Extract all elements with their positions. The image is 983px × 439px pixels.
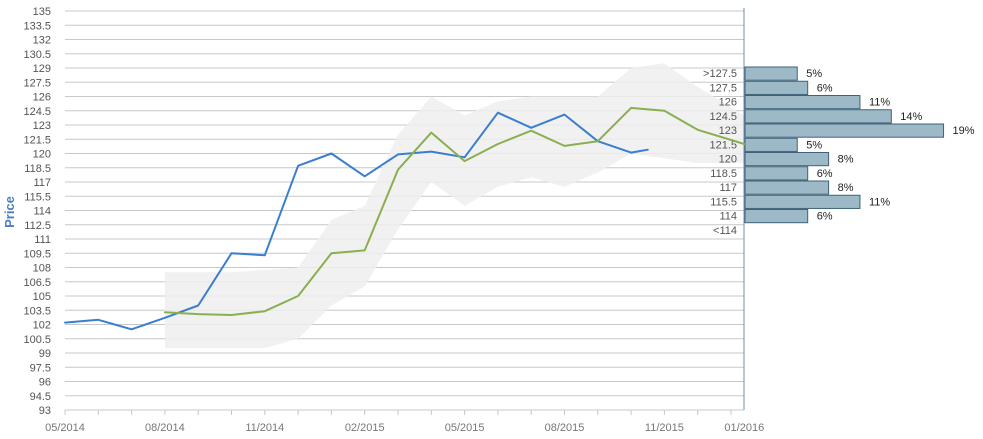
y-tick-label: 127.5 xyxy=(23,77,51,89)
distribution-bar xyxy=(744,194,861,209)
x-tick-label: 02/2015 xyxy=(345,422,385,434)
y-tick-label: 129 xyxy=(33,63,51,75)
distribution-bin-label: 123 xyxy=(719,125,737,137)
distribution-percent-label: 5% xyxy=(806,68,822,80)
y-tick-label: 135 xyxy=(33,6,51,18)
y-tick-label: 118.5 xyxy=(24,163,51,175)
distribution-bin-label: 117 xyxy=(719,182,737,194)
y-tick-label: 96 xyxy=(39,377,51,389)
distribution-bar xyxy=(744,109,892,124)
x-axis-ticks: 05/2014 08/2014 11/2014 02/2015 05/2015 08/20… xyxy=(45,422,764,434)
distribution-bin-label: 127.5 xyxy=(709,82,737,94)
forecast-band xyxy=(164,63,745,349)
y-tick-label: 121.5 xyxy=(23,134,51,146)
y-tick-label: 120 xyxy=(33,149,51,161)
y-tick-label: 132 xyxy=(33,35,51,47)
y-tick-label: 124.5 xyxy=(23,106,51,118)
distribution-bin-label: >127.5 xyxy=(703,68,737,80)
y-tick-label: 109.5 xyxy=(23,248,51,260)
distribution-percent-label: 6% xyxy=(817,211,833,223)
distribution-bin-label: 118.5 xyxy=(710,168,737,180)
distribution-bar xyxy=(744,95,861,110)
distribution-bar xyxy=(744,166,809,181)
distribution-bin-label: 114 xyxy=(719,211,737,223)
series-lines xyxy=(64,106,746,331)
y-tick-label: 115.5 xyxy=(24,191,51,203)
y-tick-label: 133.5 xyxy=(23,20,51,32)
y-tick-label: 97.5 xyxy=(30,362,51,374)
y-tick-label: 123 xyxy=(33,120,51,132)
x-tick-label: 08/2015 xyxy=(545,422,585,434)
forecast-range-area xyxy=(164,63,745,349)
distribution-bar xyxy=(744,180,830,195)
distribution-bar xyxy=(744,209,809,224)
distribution-percent-label: 11% xyxy=(869,196,890,208)
distribution-bar xyxy=(744,66,798,81)
y-tick-label: 103.5 xyxy=(23,305,51,317)
distribution-percent-label: 14% xyxy=(900,111,922,123)
y-tick-label: 126 xyxy=(33,92,51,104)
distribution-bin-label: 115.5 xyxy=(710,196,737,208)
distribution-bin-label: 124.5 xyxy=(709,111,737,123)
axes xyxy=(64,8,745,415)
x-tick-label: 05/2015 xyxy=(445,422,485,434)
distribution-bin-label: 126 xyxy=(719,97,737,109)
y-axis-label: Price xyxy=(2,196,17,228)
y-tick-label: 99 xyxy=(39,348,51,360)
distribution-percent-label: 11% xyxy=(869,97,890,109)
y-tick-label: 94.5 xyxy=(30,391,51,403)
distribution-percent-label: 5% xyxy=(806,139,822,151)
series-line-1 xyxy=(64,111,649,331)
y-tick-label: 93 xyxy=(39,405,51,417)
y-tick-label: 108 xyxy=(33,263,51,275)
x-tick-label: 01/2016 xyxy=(724,422,764,434)
distribution-percent-label: 8% xyxy=(838,182,854,194)
y-tick-label: 100.5 xyxy=(23,334,51,346)
distribution-bar xyxy=(744,137,798,152)
distribution-percent-label: 8% xyxy=(838,154,854,166)
x-tick-label: 08/2014 xyxy=(145,422,185,434)
distribution-percent-label: 6% xyxy=(817,168,833,180)
x-tick-label: 05/2014 xyxy=(45,422,85,434)
distribution-bars: >127.5 5% 127.5 6% 126 11% 124.5 14% 123 19% 121.5… xyxy=(703,66,975,237)
y-tick-label: 111 xyxy=(34,234,51,246)
y-tick-label: 105 xyxy=(33,291,51,303)
y-tick-label: 102 xyxy=(33,320,51,332)
distribution-bar xyxy=(744,123,945,138)
y-tick-label: 130.5 xyxy=(23,49,51,61)
x-tick-label: 11/2015 xyxy=(645,422,684,434)
distribution-bin-label: 120 xyxy=(719,154,737,166)
y-tick-label: 112.5 xyxy=(24,220,51,232)
y-tick-label: 106.5 xyxy=(23,277,51,289)
y-tick-label: 114 xyxy=(33,206,51,218)
distribution-percent-label: 6% xyxy=(817,82,833,94)
distribution-bar xyxy=(744,152,830,167)
distribution-bin-label: <114 xyxy=(713,225,737,237)
y-tick-label: 117 xyxy=(33,177,51,189)
y-axis-ticks: 93 94.5 96 97.5 99 100.5 102 103.5 105 106.5 108 10… xyxy=(23,6,51,417)
x-tick-label: 11/2014 xyxy=(245,422,284,434)
distribution-bar xyxy=(744,80,809,95)
distribution-bin-label: 121.5 xyxy=(709,139,737,151)
series-line-2 xyxy=(163,106,746,316)
distribution-percent-label: 19% xyxy=(953,125,975,137)
